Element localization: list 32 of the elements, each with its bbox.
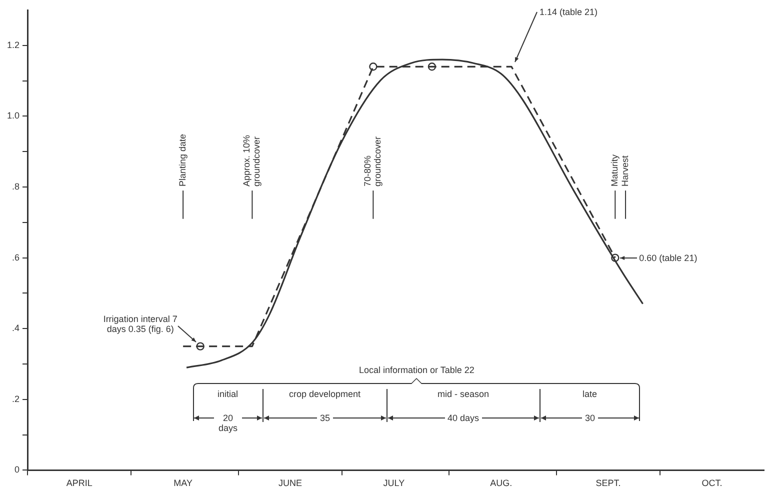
- annotation: Irrigation interval 7 days 0.35 (fig. 6): [102, 314, 178, 334]
- annotation: 40 days: [444, 413, 482, 423]
- ref-line-label: 70-80% groundcover: [362, 136, 383, 187]
- y-tick-label: .6: [12, 252, 20, 262]
- annotation: mid - season: [438, 389, 490, 399]
- x-tick-label: APRIL: [66, 478, 92, 488]
- x-tick-label: JULY: [383, 478, 405, 488]
- ref-line-label: Harvest: [620, 155, 630, 187]
- y-tick-label: .4: [12, 323, 20, 334]
- annotation: crop development: [289, 389, 361, 399]
- x-tick-label: MAY: [174, 478, 192, 488]
- text: .2: [12, 394, 20, 404]
- y-tick-label: .8: [12, 181, 20, 192]
- ref-line-label: Planting date: [178, 134, 188, 187]
- x-tick-label: SEPT.: [596, 478, 621, 488]
- ref-line-label: Maturity: [610, 154, 620, 187]
- annotation: 20 days: [214, 413, 242, 433]
- x-tick-label: JUNE: [278, 478, 302, 488]
- annotation: 1.14 (table 21): [539, 6, 598, 17]
- y-tick-label: 1.0: [6, 110, 20, 121]
- ref-line-label: Approx. 10% groundcover: [242, 135, 262, 187]
- annotation: 30: [582, 413, 598, 423]
- y-tick-label: 1.2: [6, 40, 20, 50]
- x-tick-label: OCT.: [702, 478, 722, 488]
- annotation: late: [582, 389, 598, 399]
- annotation: Local information or Table 22: [359, 365, 474, 375]
- point: [369, 62, 378, 71]
- annotation: initial: [218, 389, 238, 399]
- y-tick-label: 0: [14, 464, 20, 475]
- annotation: 35: [317, 413, 334, 423]
- x-tick-label: AUG.: [490, 478, 512, 488]
- annotation: 0.60 (table 21): [639, 252, 698, 263]
